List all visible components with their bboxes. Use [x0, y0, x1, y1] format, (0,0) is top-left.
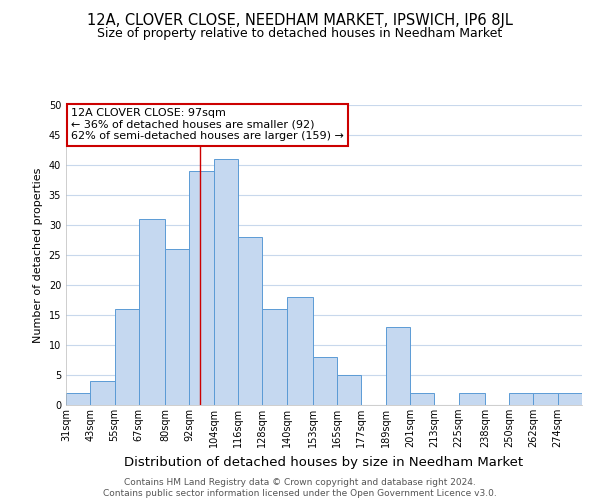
Bar: [558, 393, 582, 405]
Bar: [139, 219, 165, 405]
Bar: [313, 357, 337, 405]
Y-axis label: Number of detached properties: Number of detached properties: [33, 168, 43, 342]
Text: Contains HM Land Registry data © Crown copyright and database right 2024.
Contai: Contains HM Land Registry data © Crown c…: [103, 478, 497, 498]
Bar: [238, 237, 262, 405]
Bar: [533, 393, 558, 405]
Bar: [509, 393, 533, 405]
Text: Size of property relative to detached houses in Needham Market: Size of property relative to detached ho…: [97, 28, 503, 40]
Bar: [386, 327, 410, 405]
Bar: [337, 375, 361, 405]
Bar: [287, 297, 313, 405]
Text: 12A CLOVER CLOSE: 97sqm
← 36% of detached houses are smaller (92)
62% of semi-de: 12A CLOVER CLOSE: 97sqm ← 36% of detache…: [71, 108, 344, 141]
Bar: [66, 393, 90, 405]
Bar: [410, 393, 434, 405]
Text: 12A, CLOVER CLOSE, NEEDHAM MARKET, IPSWICH, IP6 8JL: 12A, CLOVER CLOSE, NEEDHAM MARKET, IPSWI…: [87, 12, 513, 28]
X-axis label: Distribution of detached houses by size in Needham Market: Distribution of detached houses by size …: [124, 456, 524, 468]
Bar: [214, 159, 238, 405]
Bar: [90, 381, 115, 405]
Bar: [458, 393, 485, 405]
Bar: [115, 309, 139, 405]
Bar: [262, 309, 287, 405]
Bar: [165, 249, 190, 405]
Bar: [190, 171, 214, 405]
